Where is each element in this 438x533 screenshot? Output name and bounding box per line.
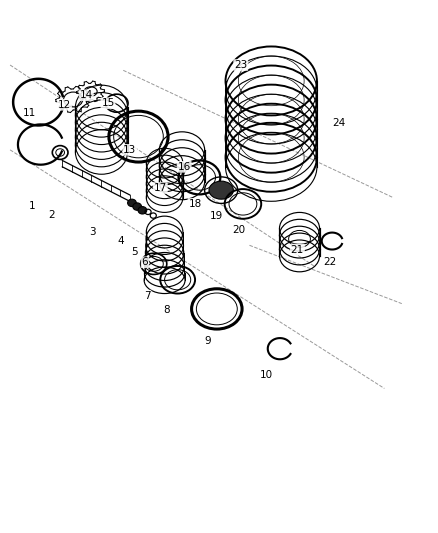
Text: 5: 5 bbox=[131, 247, 138, 257]
Text: 17: 17 bbox=[154, 183, 167, 193]
Text: 9: 9 bbox=[205, 336, 212, 346]
Text: 24: 24 bbox=[332, 118, 345, 128]
Text: 18: 18 bbox=[188, 199, 201, 209]
Text: 4: 4 bbox=[118, 236, 124, 246]
Text: 2: 2 bbox=[48, 209, 55, 220]
Text: 1: 1 bbox=[28, 200, 35, 211]
Text: 16: 16 bbox=[177, 162, 191, 172]
Text: 21: 21 bbox=[291, 245, 304, 255]
Text: 13: 13 bbox=[123, 145, 136, 155]
Text: 19: 19 bbox=[210, 211, 223, 221]
Text: 12: 12 bbox=[58, 100, 71, 110]
Text: 11: 11 bbox=[23, 108, 36, 118]
Ellipse shape bbox=[127, 199, 136, 207]
Text: 22: 22 bbox=[323, 257, 337, 267]
Text: 10: 10 bbox=[260, 370, 273, 380]
Ellipse shape bbox=[133, 203, 141, 211]
Text: 6: 6 bbox=[142, 257, 148, 267]
Text: 15: 15 bbox=[101, 98, 115, 108]
Text: 23: 23 bbox=[234, 60, 247, 70]
Text: 8: 8 bbox=[163, 305, 170, 315]
Text: 7: 7 bbox=[144, 290, 151, 301]
Text: 14: 14 bbox=[80, 90, 93, 100]
Ellipse shape bbox=[138, 207, 147, 214]
Ellipse shape bbox=[209, 181, 233, 199]
Text: 3: 3 bbox=[89, 227, 96, 237]
Text: 20: 20 bbox=[232, 225, 245, 236]
